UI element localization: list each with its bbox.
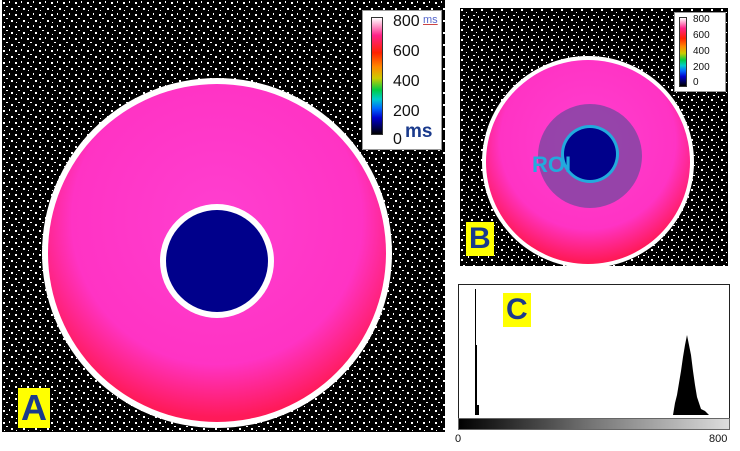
panel-a-t1-map: 800 600 400 200 0 ms ms A bbox=[2, 0, 445, 432]
colorbar-unit-small: ms bbox=[423, 14, 438, 26]
panel-b-label: B bbox=[466, 222, 494, 256]
histogram-x-max: 800 bbox=[709, 433, 728, 445]
panel-a-center-blue bbox=[166, 210, 268, 312]
panel-a-colorbar-legend: 800 600 400 200 0 ms ms bbox=[362, 10, 442, 150]
colorbar-tick: 200 bbox=[393, 103, 420, 120]
histogram-x-min: 0 bbox=[455, 433, 462, 445]
colorbar-gradient bbox=[371, 17, 383, 135]
histogram-plot bbox=[475, 289, 709, 415]
colorbar-tick: 600 bbox=[693, 30, 710, 41]
histogram-gray-scale-bar bbox=[458, 418, 730, 430]
panel-c-histogram: 0 800 C bbox=[455, 284, 730, 445]
colorbar-gradient bbox=[679, 17, 687, 87]
colorbar-tick: 800 bbox=[693, 14, 710, 25]
roi-label: ROI bbox=[532, 152, 572, 177]
colorbar-unit-big: ms bbox=[405, 121, 433, 142]
colorbar-tick: 0 bbox=[693, 77, 699, 88]
panel-c-label: C bbox=[503, 293, 531, 327]
panel-a-label: A bbox=[18, 388, 50, 428]
colorbar-tick: 400 bbox=[393, 73, 420, 90]
colorbar-tick: 200 bbox=[693, 62, 710, 73]
panel-b-center-blue bbox=[564, 128, 616, 180]
panel-b-roi-map: ROI 800 600 400 200 0 B bbox=[460, 8, 728, 266]
colorbar-tick: 800 bbox=[393, 13, 420, 30]
colorbar-tick: 600 bbox=[393, 43, 420, 60]
colorbar-tick: 400 bbox=[693, 46, 710, 57]
panel-b-colorbar-legend: 800 600 400 200 0 bbox=[674, 12, 726, 92]
colorbar-tick: 0 bbox=[393, 131, 402, 148]
